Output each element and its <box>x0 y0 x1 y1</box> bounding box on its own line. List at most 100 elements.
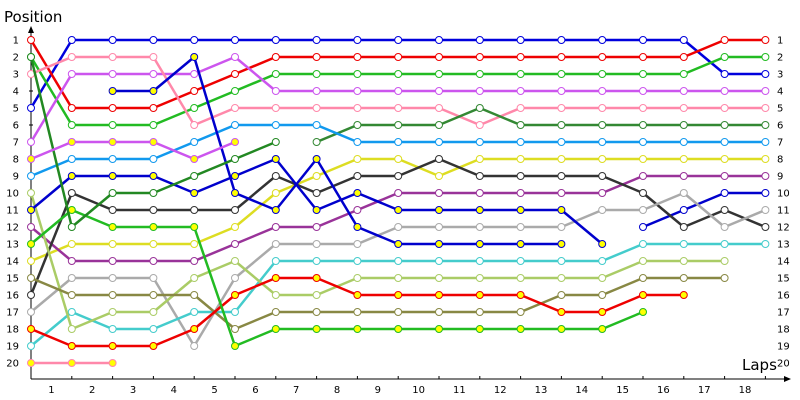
data-point <box>27 223 35 231</box>
right-position-label: 9 <box>777 172 783 183</box>
data-point <box>67 70 76 78</box>
y-tick-label: 11 <box>6 206 19 217</box>
data-point <box>394 87 403 95</box>
right-position-label: 1 <box>777 36 783 47</box>
data-point <box>271 155 280 163</box>
right-position-label: 15 <box>777 274 790 285</box>
data-point <box>149 325 158 333</box>
data-point <box>435 206 443 214</box>
data-point <box>557 53 566 61</box>
data-point <box>720 274 729 282</box>
data-point <box>108 36 117 44</box>
data-point <box>149 308 158 316</box>
y-tick-label: 19 <box>6 342 19 353</box>
y-tick-label: 9 <box>13 172 19 183</box>
data-point <box>353 189 362 197</box>
y-tick-label: 7 <box>13 138 19 149</box>
data-point <box>598 291 607 299</box>
data-point <box>598 257 607 265</box>
data-point <box>149 104 158 112</box>
data-point <box>639 172 647 180</box>
series-6 <box>312 104 770 146</box>
data-point <box>27 308 35 316</box>
data-point <box>679 291 688 299</box>
data-point <box>353 240 362 248</box>
data-point <box>27 206 35 214</box>
data-point <box>435 155 443 163</box>
series-13 <box>27 240 770 350</box>
data-point <box>271 223 280 231</box>
series-8 <box>27 155 770 265</box>
data-point <box>639 223 647 231</box>
data-point <box>149 87 158 95</box>
data-point <box>475 257 484 265</box>
data-point <box>149 342 158 350</box>
data-point <box>394 155 403 163</box>
data-point <box>190 104 199 112</box>
x-tick-label: 9 <box>375 385 381 396</box>
data-point <box>231 291 239 299</box>
data-point <box>149 172 158 180</box>
data-point <box>271 138 280 146</box>
data-point <box>761 70 770 78</box>
data-point <box>231 155 239 163</box>
data-point <box>149 121 158 129</box>
series-11 <box>27 155 770 299</box>
data-point <box>108 53 117 61</box>
data-point <box>435 104 443 112</box>
data-point <box>231 104 239 112</box>
data-point <box>639 70 647 78</box>
series-7 <box>27 121 770 180</box>
series-2 <box>27 36 770 112</box>
data-point <box>27 257 35 265</box>
y-tick-label: 18 <box>6 325 19 336</box>
data-point <box>475 274 484 282</box>
data-point <box>435 274 443 282</box>
series-12 <box>27 189 770 350</box>
data-point <box>394 172 403 180</box>
data-point <box>761 87 770 95</box>
data-point <box>394 206 403 214</box>
data-point <box>27 36 35 44</box>
data-point <box>557 70 566 78</box>
data-point <box>475 87 484 95</box>
data-point <box>475 155 484 163</box>
data-point <box>312 172 321 180</box>
data-point <box>516 70 525 78</box>
data-point <box>67 155 76 163</box>
series-15 <box>27 274 729 333</box>
series-22 <box>27 359 117 367</box>
right-position-label: 13 <box>777 240 790 251</box>
series-3 <box>27 53 770 129</box>
right-position-label: 11 <box>777 206 790 217</box>
series-line <box>30 157 604 245</box>
data-point <box>475 70 484 78</box>
data-point <box>108 342 117 350</box>
data-point <box>679 189 688 197</box>
series-10 <box>639 189 770 231</box>
data-point <box>679 155 688 163</box>
x-tick-label: 5 <box>211 385 217 396</box>
data-point <box>761 121 770 129</box>
series-4 <box>27 53 770 146</box>
x-tick-label: 13 <box>535 385 548 396</box>
data-point <box>720 121 729 129</box>
data-point <box>353 325 362 333</box>
data-point <box>108 308 117 316</box>
series-line <box>30 191 766 348</box>
data-point <box>679 274 688 282</box>
data-point <box>190 223 199 231</box>
data-point <box>761 104 770 112</box>
data-point <box>67 274 76 282</box>
right-position-label: 7 <box>777 138 783 149</box>
data-point <box>761 36 770 44</box>
y-tick-label: 4 <box>13 87 19 98</box>
data-point <box>190 291 199 299</box>
data-point <box>557 257 566 265</box>
data-point <box>231 121 239 129</box>
data-point <box>679 53 688 61</box>
data-point <box>679 223 688 231</box>
data-point <box>475 291 484 299</box>
data-point <box>271 104 280 112</box>
data-point <box>190 257 199 265</box>
